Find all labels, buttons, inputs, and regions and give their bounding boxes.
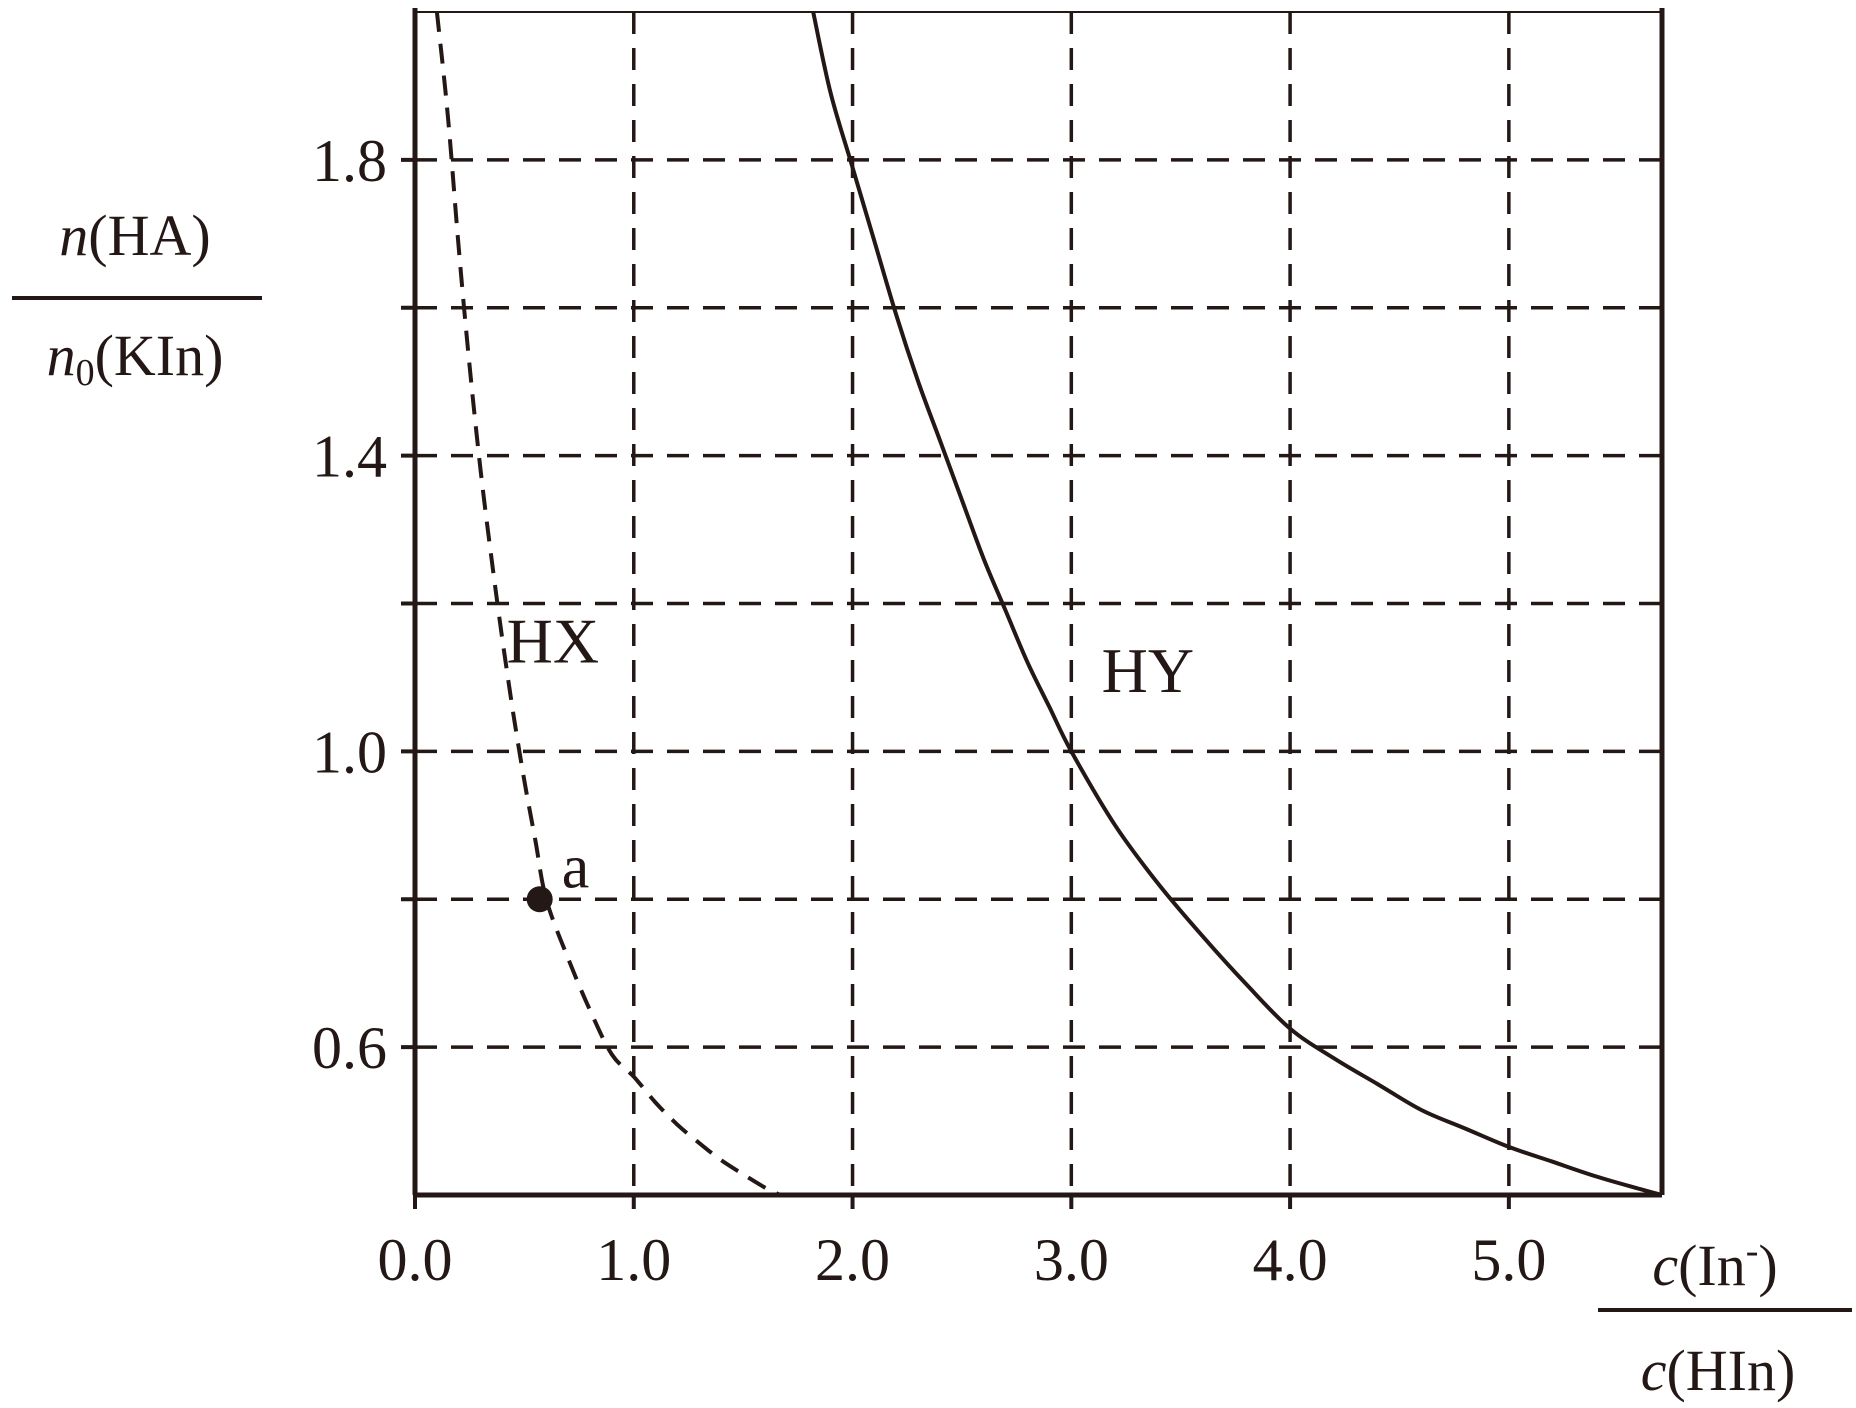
x-den-rest: (HIn) bbox=[1666, 1338, 1795, 1403]
y-tick-label: 0.6 bbox=[312, 1015, 387, 1081]
x-num-italic: c bbox=[1652, 1233, 1678, 1298]
x-tick-label: 3.0 bbox=[1034, 1227, 1109, 1293]
y-den-italic: n bbox=[47, 323, 76, 388]
x-num-sup: - bbox=[1746, 1230, 1759, 1272]
x-axis-label: c(In-) c(HIn) bbox=[1598, 1230, 1852, 1403]
y-num-italic: n bbox=[59, 203, 88, 268]
y-den-sub: 0 bbox=[76, 352, 95, 394]
y-tick-label: 1.4 bbox=[312, 424, 387, 490]
axes bbox=[401, 8, 1665, 1209]
y-tick-label: 1.8 bbox=[312, 128, 387, 194]
y-label-denominator: n0(KIn) bbox=[47, 323, 224, 394]
x-tick-label: 1.0 bbox=[596, 1227, 671, 1293]
series-label-hx: HX bbox=[507, 606, 599, 677]
point-a-marker bbox=[526, 886, 553, 913]
y-label-numerator: n(HA) bbox=[59, 203, 210, 268]
x-num-rest: (In bbox=[1678, 1233, 1746, 1298]
x-den-italic: c bbox=[1641, 1338, 1667, 1403]
y-axis-label: n(HA) n0(KIn) bbox=[12, 203, 262, 394]
series-label-hy: HY bbox=[1102, 635, 1194, 706]
annotations: HX HY a bbox=[507, 606, 1194, 913]
x-num-close: ) bbox=[1758, 1233, 1777, 1298]
gridlines bbox=[415, 12, 1662, 1195]
x-label-numerator: c(In-) bbox=[1652, 1230, 1777, 1298]
series-lines bbox=[434, 11, 1662, 1195]
x-label-denominator: c(HIn) bbox=[1641, 1338, 1796, 1403]
point-a-label: a bbox=[562, 833, 590, 901]
series-line-hx bbox=[434, 11, 782, 1195]
y-tick-label: 1.0 bbox=[312, 719, 387, 785]
x-tick-label: 0.0 bbox=[378, 1227, 453, 1293]
series-line-hy bbox=[811, 11, 1662, 1195]
x-tick-label: 4.0 bbox=[1253, 1227, 1328, 1293]
x-tick-label: 5.0 bbox=[1471, 1227, 1546, 1293]
x-tick-label: 2.0 bbox=[815, 1227, 890, 1293]
y-den-rest: (KIn) bbox=[95, 323, 224, 388]
tick-labels: 0.0 1.0 2.0 3.0 4.0 5.0 0.6 1.0 1.4 1.8 bbox=[312, 128, 1546, 1293]
y-num-rest: (HA) bbox=[88, 203, 210, 268]
